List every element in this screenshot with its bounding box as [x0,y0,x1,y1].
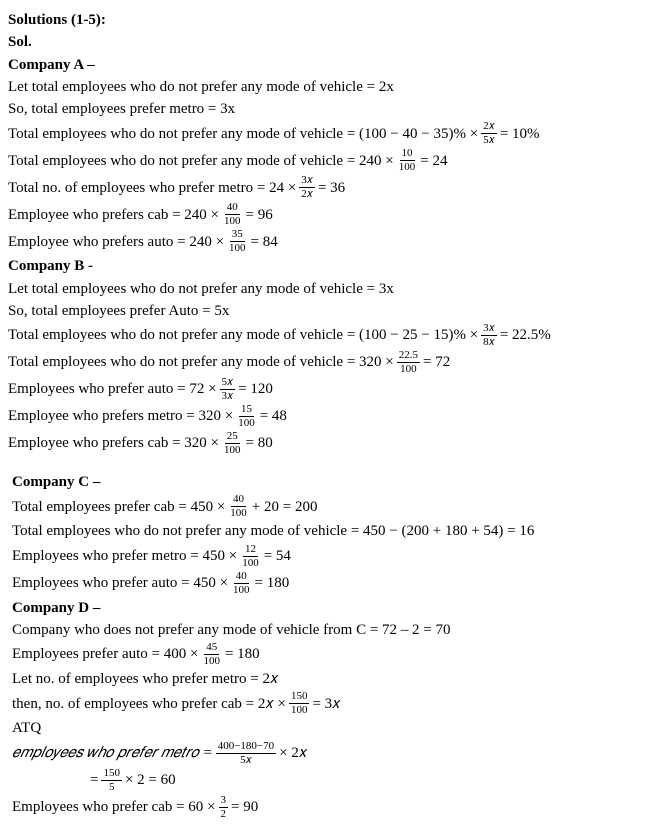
fraction: 45100 [201,642,222,667]
equation-line: 𝑒𝑚𝑝𝑙𝑜𝑦𝑒𝑒𝑠 𝑤ℎ𝑜 𝑝𝑟𝑒𝑓𝑒𝑟 𝑚𝑒𝑡𝑟𝑜 = 400−180−705… [8,741,662,766]
text-line: So, total employees prefer Auto = 5x [8,301,662,321]
equation-line: then, no. of employees who prefer cab = … [8,691,662,716]
eq-text: = 54 [264,546,291,566]
fraction: 35100 [227,229,248,254]
eq-text: Employees who prefer cab = 60 × [12,797,216,817]
text-line: So, total employees prefer metro = 3x [8,99,662,119]
eq-text: Total employees who do not prefer any mo… [8,325,478,345]
eq-text: = 120 [238,379,273,399]
text-line: Company who does not prefer any mode of … [8,620,662,640]
eq-text: Employees who prefer metro = 450 × [12,546,237,566]
eq-text: Employee who prefers cab = 240 × [8,205,219,225]
fraction: 32 [219,795,229,820]
eq-text: = 22.5% [500,325,551,345]
text-line: Total employees who do not prefer any mo… [8,521,662,541]
eq-text: = 80 [246,433,273,453]
eq-text: = 180 [255,573,290,593]
eq-text: = 180 [225,644,260,664]
fraction: 150100 [289,691,310,716]
solutions-title: Solutions (1-5): [8,10,662,30]
eq-text: Employee who prefers cab = 320 × [8,433,219,453]
atq-label: ATQ [8,718,662,738]
eq-text: × 2 = 60 [125,770,176,790]
equation-line: Total no. of employees who prefer metro … [8,175,662,200]
eq-text: × 2𝑥 [279,743,307,763]
text-line: Let total employees who do not prefer an… [8,77,662,97]
eq-text: Total employees prefer cab = 450 × [12,497,225,517]
eq-text: = 48 [260,406,287,426]
equation-line: Employee who prefers metro = 320 × 15100… [8,404,662,429]
fraction: 12100 [240,544,261,569]
eq-text: Total no. of employees who prefer metro … [8,178,296,198]
company-b-header: Company B - [8,256,662,276]
eq-text: = 24 [420,151,447,171]
eq-text: = 90 [231,797,258,817]
eq-text: Employees prefer auto = 400 × [12,644,198,664]
company-a-header: Company A – [8,55,662,75]
eq-text: Employees who prefer auto = 72 × [8,379,217,399]
fraction: 22.5100 [397,350,420,375]
equation-line: Employee who prefers cab = 320 × 25100 =… [8,431,662,456]
fraction: 15100 [236,404,257,429]
equation-line: = 1505 × 2 = 60 [8,768,662,793]
fraction: 3𝑥2𝑥 [299,175,315,200]
text-line: Let total employees who do not prefer an… [8,279,662,299]
fraction: 10100 [397,148,418,173]
eq-text: = 36 [318,178,345,198]
eq-text: Employee who prefers metro = 320 × [8,406,233,426]
equation-line: Employees who prefer cab = 60 × 32 = 90 [8,795,662,820]
eq-text: = 84 [251,232,278,252]
equation-line: Total employees who do not prefer any mo… [8,121,662,146]
eq-text: Total employees who do not prefer any mo… [8,352,394,372]
fraction: 40100 [222,202,243,227]
eq-text: Total employees who do not prefer any mo… [8,124,478,144]
equation-line: Total employees who do not prefer any mo… [8,148,662,173]
eq-text: 𝑒𝑚𝑝𝑙𝑜𝑦𝑒𝑒𝑠 𝑤ℎ𝑜 𝑝𝑟𝑒𝑓𝑒𝑟 𝑚𝑒𝑡𝑟𝑜 = [12,743,213,763]
equation-line: Total employees who do not prefer any mo… [8,323,662,348]
equation-line: Total employees prefer cab = 450 × 40100… [8,494,662,519]
eq-text: then, no. of employees who prefer cab = … [12,694,286,714]
eq-text: Employee who prefers auto = 240 × [8,232,224,252]
eq-text: = 10% [500,124,540,144]
fraction: 400−180−705𝑥 [216,741,276,766]
text-line: Let no. of employees who prefer metro = … [8,669,662,689]
fraction: 1505 [101,768,122,793]
fraction: 5𝑥3𝑥 [220,377,236,402]
sol-label: Sol. [8,32,662,52]
equation-line: Employees prefer auto = 400 × 45100 = 18… [8,642,662,667]
fraction: 3𝑥8𝑥 [481,323,497,348]
equation-line: Employees who prefer metro = 450 × 12100… [8,544,662,569]
equation-line: Employees who prefer auto = 72 × 5𝑥3𝑥 = … [8,377,662,402]
equation-line: Employees who prefer auto = 450 × 40100 … [8,571,662,596]
eq-text: = 72 [423,352,450,372]
fraction: 2𝑥5𝑥 [481,121,497,146]
eq-text: Total employees who do not prefer any mo… [8,151,394,171]
company-d-header: Company D – [8,598,662,618]
equation-line: Employee who prefers cab = 240 × 40100 =… [8,202,662,227]
eq-text: = 3𝑥 [312,694,340,714]
fraction: 40100 [231,571,252,596]
fraction: 25100 [222,431,243,456]
equation-line: Total employees who do not prefer any mo… [8,350,662,375]
eq-text: = 96 [246,205,273,225]
equation-line: Employee who prefers auto = 240 × 35100 … [8,229,662,254]
eq-text: Employees who prefer auto = 450 × [12,573,228,593]
company-c-header: Company C – [8,472,662,492]
eq-text: + 20 = 200 [252,497,318,517]
fraction: 40100 [228,494,249,519]
eq-text: = [90,770,98,790]
